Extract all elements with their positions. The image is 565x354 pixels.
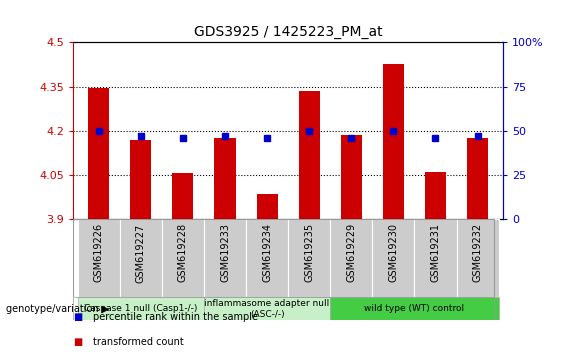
Bar xyxy=(257,194,277,219)
Bar xyxy=(204,297,331,320)
Bar xyxy=(162,219,204,297)
Text: GSM619231: GSM619231 xyxy=(431,223,441,282)
Text: ■: ■ xyxy=(73,312,82,322)
Bar xyxy=(331,219,372,297)
Bar xyxy=(331,297,499,320)
Title: GDS3925 / 1425223_PM_at: GDS3925 / 1425223_PM_at xyxy=(194,25,383,39)
Bar xyxy=(372,219,415,297)
Text: ■: ■ xyxy=(73,337,82,347)
Bar xyxy=(204,219,246,297)
Bar xyxy=(77,297,204,320)
Text: GSM619226: GSM619226 xyxy=(94,223,104,282)
Text: GSM619230: GSM619230 xyxy=(388,223,398,282)
Text: transformed count: transformed count xyxy=(93,337,184,347)
Text: GSM619235: GSM619235 xyxy=(304,223,314,282)
Bar xyxy=(120,219,162,297)
Text: GSM619234: GSM619234 xyxy=(262,223,272,282)
Bar xyxy=(131,141,151,219)
Text: inflammasome adapter null
(ASC-/-): inflammasome adapter null (ASC-/-) xyxy=(205,299,330,319)
Text: GSM619233: GSM619233 xyxy=(220,223,230,282)
Bar xyxy=(467,138,488,219)
Bar xyxy=(457,219,499,297)
Text: GSM619229: GSM619229 xyxy=(346,223,357,282)
Text: wild type (WT) control: wild type (WT) control xyxy=(364,304,464,313)
Bar xyxy=(415,219,457,297)
Text: GSM619227: GSM619227 xyxy=(136,223,146,282)
Bar xyxy=(88,87,109,219)
Bar xyxy=(77,219,120,297)
Bar xyxy=(425,172,446,219)
Bar xyxy=(299,91,320,219)
Bar xyxy=(288,219,331,297)
Bar xyxy=(341,135,362,219)
Bar xyxy=(246,219,288,297)
Bar xyxy=(172,173,193,219)
Text: percentile rank within the sample: percentile rank within the sample xyxy=(93,312,258,322)
Text: Caspase 1 null (Casp1-/-): Caspase 1 null (Casp1-/-) xyxy=(84,304,198,313)
Text: GSM619228: GSM619228 xyxy=(178,223,188,282)
Bar xyxy=(383,64,404,219)
Text: genotype/variation ▶: genotype/variation ▶ xyxy=(6,304,109,314)
Bar xyxy=(215,138,236,219)
Text: GSM619232: GSM619232 xyxy=(472,223,483,282)
